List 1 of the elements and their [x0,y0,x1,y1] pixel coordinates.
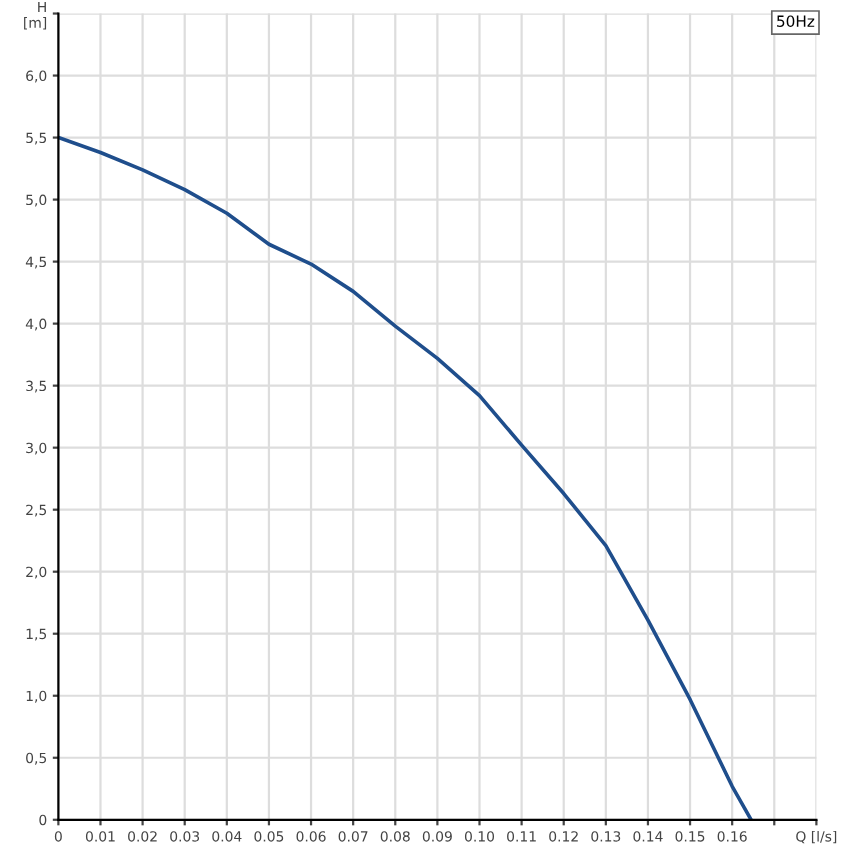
line-series [58,135,753,820]
